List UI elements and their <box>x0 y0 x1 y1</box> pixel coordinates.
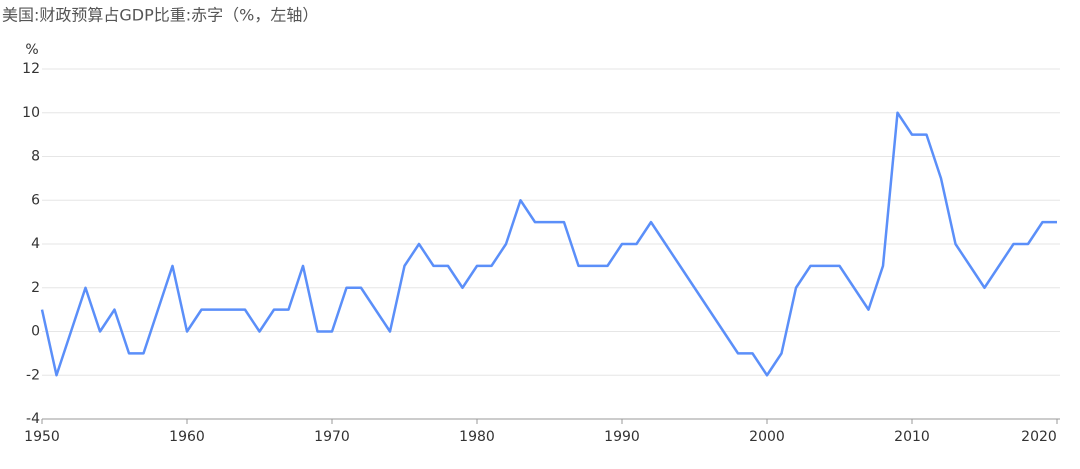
y-tick-label: 8 <box>31 149 40 165</box>
y-unit: % <box>25 42 38 58</box>
y-tick-label: 4 <box>31 236 40 252</box>
x-tick-label: 1950 <box>24 429 60 445</box>
y-tick-label: 0 <box>31 324 40 340</box>
y-tick-label: -2 <box>26 367 40 383</box>
y-tick-label: 10 <box>22 105 40 121</box>
data-line <box>40 111 1057 377</box>
x-tick-label: 2020 <box>1021 429 1057 445</box>
x-tick-label: 1960 <box>169 429 205 445</box>
x-tick-label: 2000 <box>749 429 785 445</box>
y-tick-label: 6 <box>31 192 40 208</box>
y-tick-label: 2 <box>31 280 40 296</box>
x-tick-label: 1970 <box>314 429 350 445</box>
x-tick-label: 2010 <box>894 429 930 445</box>
y-tick-label: 12 <box>22 61 40 77</box>
x-tick-label: 1980 <box>459 429 495 445</box>
x-tick-label: 1990 <box>604 429 640 445</box>
y-tick-label: -4 <box>26 411 40 427</box>
chart-title: 美国:财政预算占GDP比重:赤字（%，左轴） <box>2 6 318 25</box>
